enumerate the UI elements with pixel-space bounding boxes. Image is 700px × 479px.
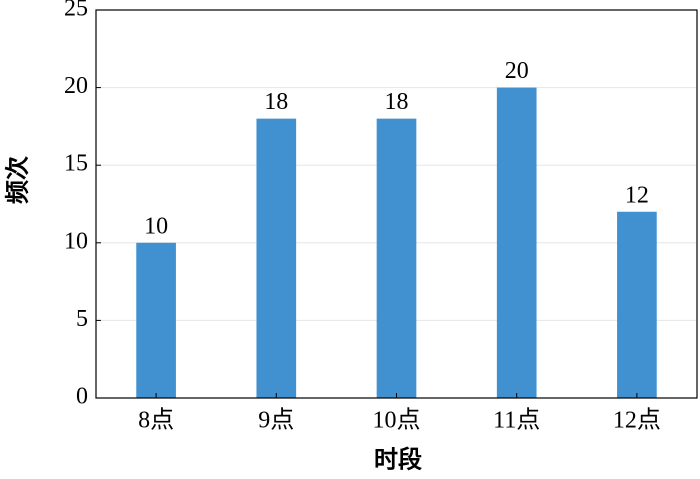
y-tick-label: 20 (64, 73, 88, 99)
y-axis-label: 频次 (5, 156, 32, 204)
bar (617, 211, 657, 398)
data-label: 18 (385, 89, 409, 115)
data-label: 12 (625, 182, 649, 208)
bar (496, 87, 537, 398)
data-label: 20 (505, 58, 529, 84)
data-label: 10 (144, 213, 168, 239)
x-tick-label: 9点 (258, 407, 294, 434)
x-tick-label: 11点 (493, 407, 540, 434)
data-label: 18 (264, 89, 288, 115)
x-axis-label: 时段 (374, 446, 422, 474)
bar (376, 118, 417, 398)
bar (256, 118, 297, 398)
x-tick-label: 10点 (373, 407, 421, 434)
y-tick-label: 10 (64, 228, 88, 254)
bar (136, 242, 176, 398)
x-tick-label: 8点 (138, 407, 174, 434)
y-tick-label: 5 (76, 306, 88, 332)
x-tick-label: 12点 (613, 407, 661, 434)
y-tick-label: 25 (64, 0, 88, 22)
y-tick-label: 15 (64, 151, 88, 177)
y-tick-label: 0 (76, 384, 88, 410)
